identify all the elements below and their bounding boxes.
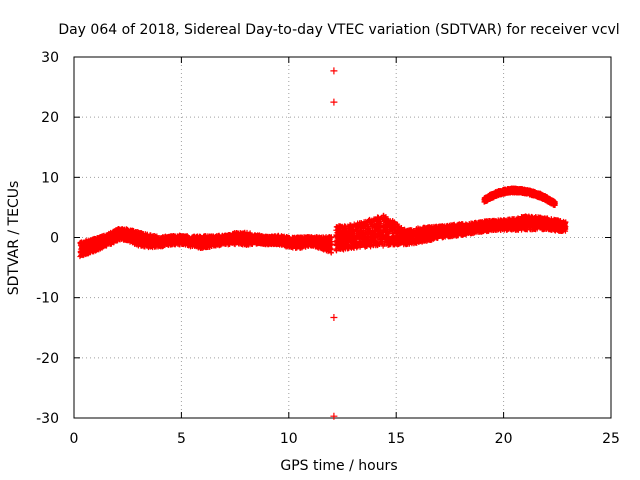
y-tick-label: 0 (50, 231, 59, 247)
x-tick-label: 10 (280, 431, 298, 447)
x-tick-label: 5 (177, 431, 186, 447)
y-tick-label: 20 (41, 110, 59, 126)
y-tick-label: -10 (36, 291, 59, 307)
y-tick-label: 10 (41, 170, 59, 186)
x-tick-label: 15 (387, 431, 405, 447)
series-band-early (77, 225, 335, 260)
y-tick-label: -30 (36, 411, 59, 427)
y-tick-label: 30 (41, 50, 59, 66)
x-tick-label: 25 (602, 431, 620, 447)
x-tick-label: 0 (70, 431, 79, 447)
axis-ticks: 0 5 10 15 20 25 -30 -20 -10 0 10 20 30 (36, 50, 620, 447)
data-points (77, 67, 569, 420)
y-tick-label: -20 (36, 351, 59, 367)
x-tick-label: 20 (495, 431, 513, 447)
